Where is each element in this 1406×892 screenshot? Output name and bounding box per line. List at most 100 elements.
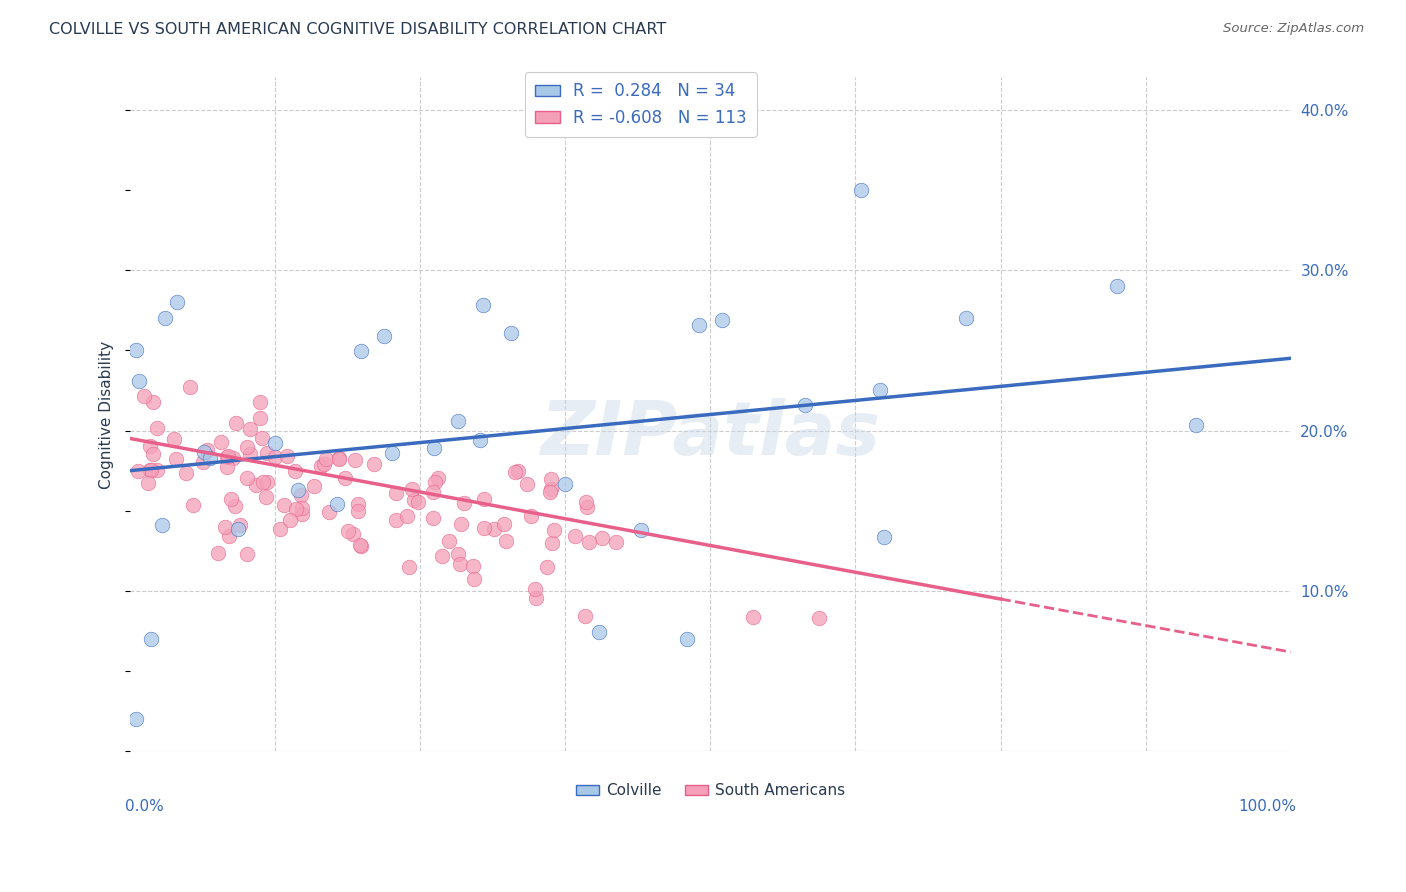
Point	[463, 572, 485, 586]
Point	[195, 443, 218, 458]
Point	[312, 457, 335, 471]
Point	[630, 523, 652, 537]
Point	[554, 477, 576, 491]
Point	[398, 559, 420, 574]
Point	[499, 326, 522, 340]
Point	[179, 380, 201, 394]
Point	[426, 470, 449, 484]
Point	[851, 183, 873, 197]
Point	[541, 536, 564, 550]
Point	[284, 464, 307, 478]
Point	[138, 463, 160, 477]
Point	[538, 484, 561, 499]
Point	[166, 295, 188, 310]
Point	[347, 504, 370, 518]
Point	[245, 477, 267, 491]
Point	[472, 492, 495, 507]
Point	[578, 535, 600, 549]
Point	[468, 433, 491, 447]
Text: ZIPatlas: ZIPatlas	[540, 398, 880, 471]
Point	[273, 498, 295, 512]
Point	[524, 582, 547, 597]
Point	[215, 459, 238, 474]
Point	[254, 490, 277, 504]
Text: COLVILLE VS SOUTH AMERICAN COGNITIVE DISABILITY CORRELATION CHART: COLVILLE VS SOUTH AMERICAN COGNITIVE DIS…	[49, 22, 666, 37]
Point	[463, 559, 485, 574]
Point	[128, 374, 150, 388]
Point	[342, 527, 364, 541]
Point	[540, 482, 562, 496]
Point	[447, 414, 470, 428]
Point	[304, 478, 326, 492]
Point	[503, 465, 526, 479]
Point	[472, 298, 495, 312]
Point	[125, 343, 148, 358]
Point	[328, 450, 350, 465]
Point	[217, 450, 239, 464]
Point	[574, 608, 596, 623]
Point	[575, 500, 598, 514]
Point	[520, 509, 543, 524]
Point	[328, 451, 350, 466]
Text: Source: ZipAtlas.com: Source: ZipAtlas.com	[1223, 22, 1364, 36]
Text: 0.0%: 0.0%	[125, 798, 163, 814]
Point	[269, 522, 291, 536]
Point	[955, 311, 977, 326]
Point	[219, 492, 242, 507]
Point	[235, 440, 257, 454]
Point	[564, 529, 586, 543]
Point	[163, 433, 186, 447]
Point	[873, 530, 896, 544]
Point	[264, 435, 287, 450]
Point	[236, 547, 259, 561]
Point	[222, 450, 245, 465]
Point	[536, 560, 558, 574]
Point	[153, 311, 176, 326]
Point	[249, 394, 271, 409]
Point	[1105, 279, 1128, 293]
Point	[214, 520, 236, 534]
Point	[333, 470, 356, 484]
Point	[252, 475, 274, 490]
Point	[484, 522, 506, 536]
Point	[1185, 417, 1208, 432]
Point	[278, 513, 301, 527]
Point	[145, 462, 167, 476]
Point	[869, 384, 891, 398]
Point	[543, 524, 565, 538]
Point	[134, 389, 156, 403]
Point	[193, 444, 215, 458]
Point	[605, 535, 627, 549]
Point	[174, 466, 197, 480]
Point	[449, 557, 471, 571]
Point	[193, 455, 215, 469]
Point	[350, 344, 373, 359]
Point	[150, 518, 173, 533]
Point	[217, 450, 239, 464]
Point	[181, 498, 204, 512]
Point	[450, 516, 472, 531]
Point	[225, 417, 247, 431]
Point	[447, 548, 470, 562]
Point	[276, 450, 298, 464]
Point	[711, 313, 734, 327]
Point	[226, 522, 249, 536]
Point	[347, 497, 370, 511]
Point	[207, 546, 229, 560]
Point	[575, 495, 598, 509]
Point	[432, 549, 454, 563]
Point	[136, 476, 159, 491]
Point	[676, 632, 699, 647]
Point	[472, 521, 495, 535]
Point	[291, 500, 314, 515]
Point	[406, 495, 429, 509]
Point	[236, 470, 259, 484]
Point	[209, 434, 232, 449]
Point	[506, 464, 529, 478]
Point	[588, 625, 610, 640]
Point	[224, 500, 246, 514]
Legend: Colville, South Americans: Colville, South Americans	[569, 777, 852, 805]
Point	[404, 493, 426, 508]
Point	[689, 318, 711, 332]
Point	[239, 447, 262, 461]
